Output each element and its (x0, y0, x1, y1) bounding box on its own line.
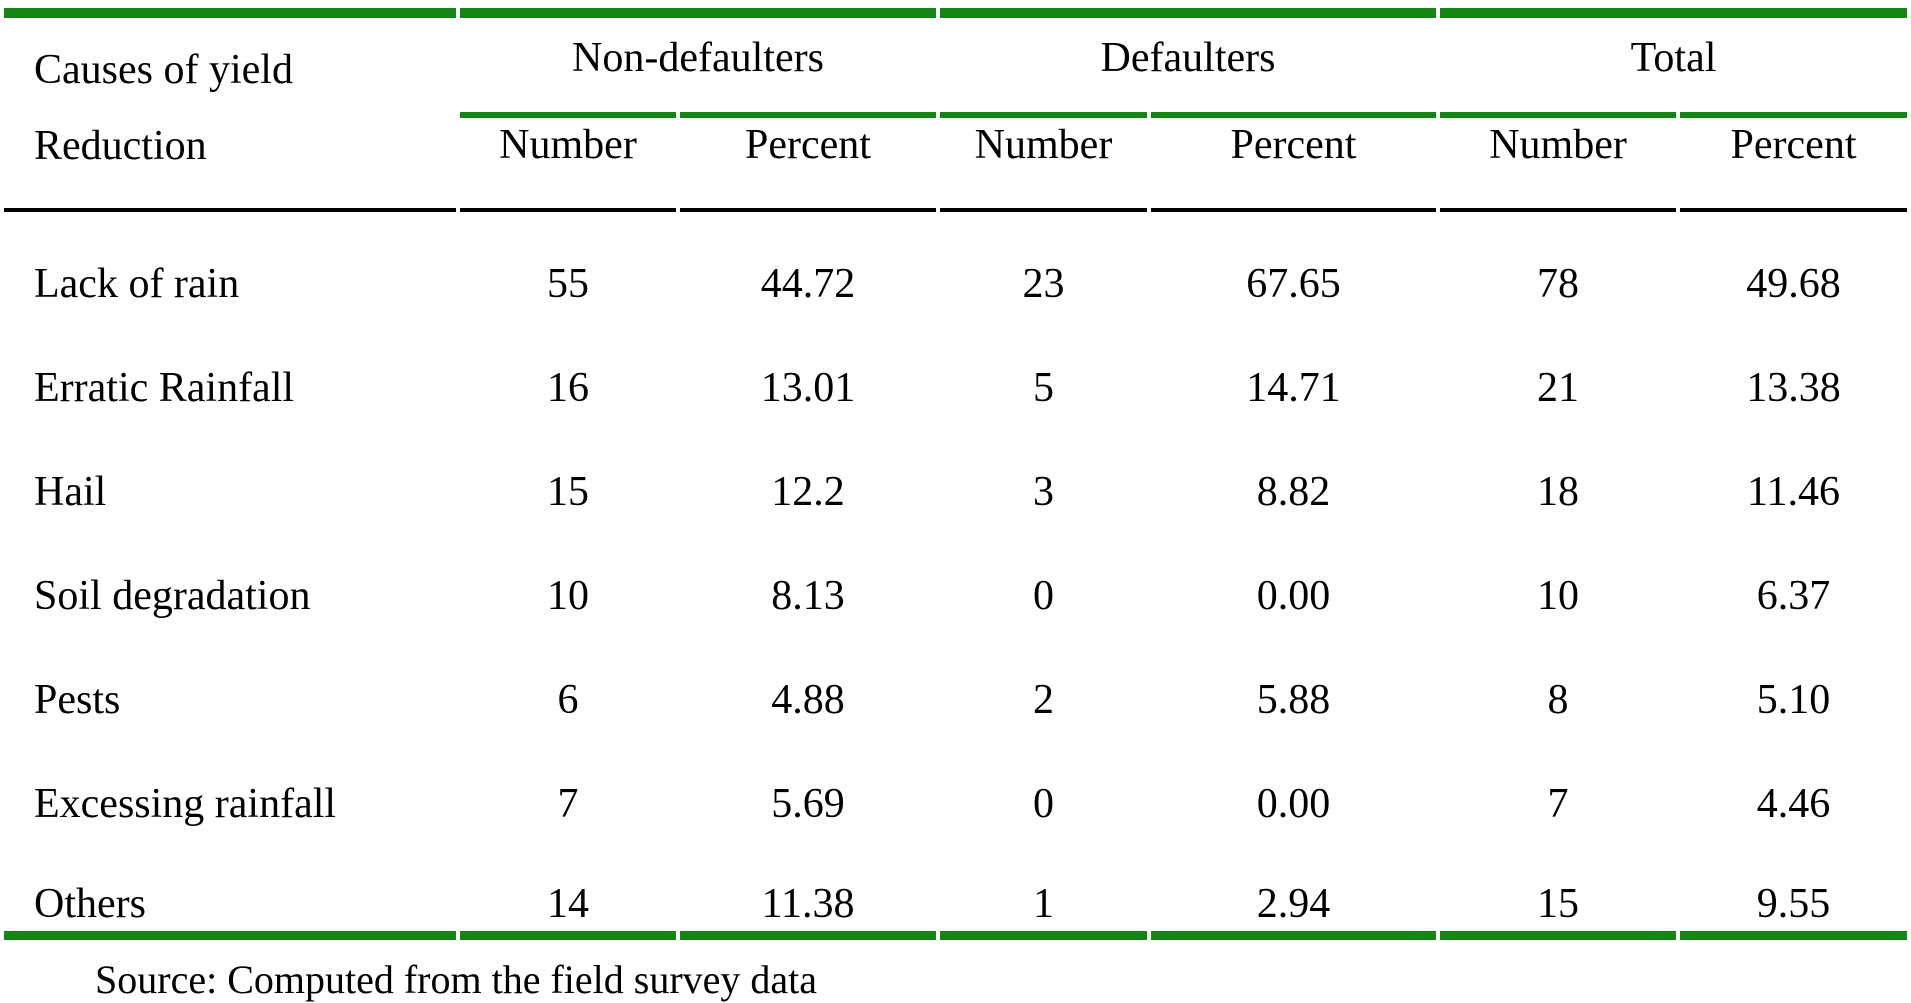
cell-nd-percent: 4.88 (771, 677, 845, 723)
cell-nd-number: 10 (547, 573, 589, 619)
cell-nd-percent: 11.38 (680, 836, 936, 940)
table-row: Soil degradation 10 8.13 0 0.00 10 6.37 (4, 524, 1907, 628)
col-header-t-percent: Percent (1680, 112, 1908, 212)
paper-table-page: { "table": { "row_header": { "line1": "C… (0, 8, 1911, 1002)
cell-d-number: 23 (1022, 261, 1065, 307)
col-header-t-number: Number (1440, 112, 1677, 212)
table-row: Others 14 11.38 1 2.94 15 9.55 (4, 836, 1908, 940)
cell-nd-number: 15 (547, 469, 589, 515)
cause-label: Others (4, 836, 456, 940)
row-header-line1: Causes of yield (34, 47, 293, 93)
cell-d-number: 5 (1033, 365, 1054, 411)
cause-label: Excessing rainfall (34, 781, 337, 827)
cell-t-percent: 6.37 (1756, 573, 1831, 619)
cell-t-number: 10 (1537, 573, 1580, 619)
cell-t-percent: 13.38 (1746, 365, 1841, 411)
cell-t-number: 7 (1547, 781, 1569, 827)
cell-d-percent: 0.00 (1256, 573, 1331, 619)
cell-t-number: 78 (1537, 261, 1580, 307)
table-row: Pests 6 4.88 2 5.88 8 5.10 (4, 628, 1907, 732)
table-row: Hail 15 12.2 3 8.82 18 11.46 (4, 420, 1907, 524)
group-header-total: Total (1440, 8, 1908, 112)
group-header-row: Causes of yield Reduction Non-defaulters… (4, 8, 1908, 212)
group-header-non-defaulters: Non-defaulters (460, 8, 936, 112)
cell-t-percent: 11.46 (1747, 469, 1840, 515)
cell-d-number: 0 (1033, 573, 1054, 619)
cell-t-percent: 49.68 (1746, 261, 1841, 307)
cause-label: Soil degradation (34, 573, 311, 619)
row-header-line2: Reduction (34, 123, 207, 169)
table-row: Erratic Rainfall 16 13.01 5 14.71 21 13.… (4, 316, 1907, 420)
cell-d-percent: 0.00 (1256, 781, 1331, 827)
sub-header-row: Number Percent Number Percent Number Per… (4, 112, 1908, 212)
cell-d-number: 1 (940, 836, 1147, 940)
row-header-causes-of-yield-reduction: Causes of yield Reduction (4, 8, 456, 212)
cell-nd-number: 6 (557, 677, 579, 723)
source-note: Source: Computed from the field survey d… (95, 957, 818, 1002)
cause-label: Pests (34, 677, 121, 723)
cell-nd-percent: 12.2 (771, 469, 845, 515)
group-header-defaulters: Defaulters (940, 8, 1437, 112)
col-header-nd-number: Number (460, 112, 676, 212)
cell-nd-percent: 5.69 (771, 781, 845, 827)
cell-d-number: 0 (1033, 781, 1054, 827)
cell-t-number: 21 (1537, 365, 1580, 411)
table-row: Excessing rainfall 7 5.69 0 0.00 7 4.46 (4, 732, 1907, 836)
table-row: Lack of rain 55 44.72 23 67.65 78 49.68 (4, 212, 1907, 316)
cell-t-percent: 9.55 (1680, 836, 1908, 940)
cause-label: Hail (34, 469, 107, 515)
cell-nd-percent: 13.01 (760, 365, 856, 411)
col-header-nd-percent: Percent (680, 112, 936, 212)
yield-reduction-table: Causes of yield Reduction Non-defaulters… (0, 8, 1911, 940)
cause-label: Erratic Rainfall (34, 365, 295, 411)
col-header-d-percent: Percent (1151, 112, 1437, 212)
cell-nd-number: 55 (547, 261, 589, 307)
cell-t-number: 18 (1537, 469, 1580, 515)
cell-d-number: 2 (1033, 677, 1054, 723)
cell-t-percent: 4.46 (1756, 781, 1831, 827)
cell-t-percent: 5.10 (1756, 677, 1831, 723)
cell-t-number: 15 (1440, 836, 1677, 940)
cell-nd-percent: 44.72 (760, 261, 856, 307)
cell-nd-number: 16 (547, 365, 589, 411)
cell-d-percent: 5.88 (1256, 677, 1331, 723)
cell-d-percent: 14.71 (1246, 365, 1341, 411)
cell-d-number: 3 (1033, 469, 1054, 515)
cell-nd-percent: 8.13 (771, 573, 845, 619)
cell-d-percent: 8.82 (1256, 469, 1331, 515)
cell-t-number: 8 (1547, 677, 1569, 723)
cell-d-percent: 2.94 (1151, 836, 1437, 940)
cell-nd-number: 7 (557, 781, 579, 827)
cause-label: Lack of rain (34, 261, 240, 307)
cell-d-percent: 67.65 (1246, 261, 1341, 307)
col-header-d-number: Number (940, 112, 1147, 212)
cell-nd-number: 14 (460, 836, 676, 940)
